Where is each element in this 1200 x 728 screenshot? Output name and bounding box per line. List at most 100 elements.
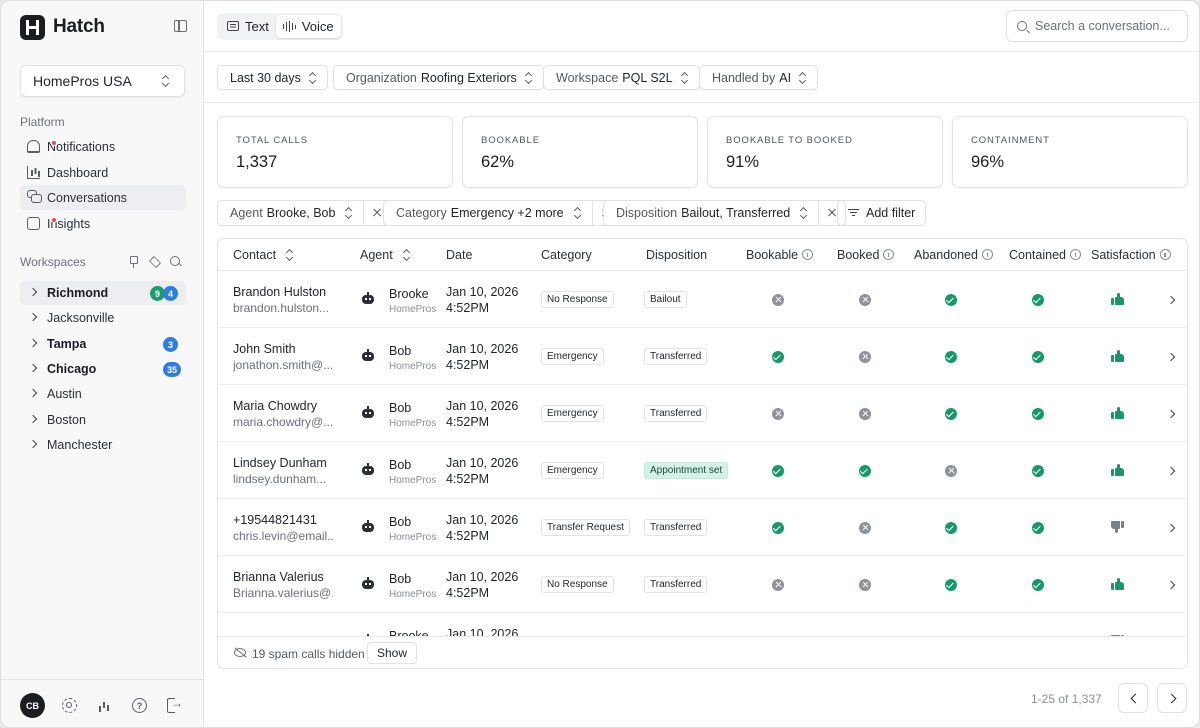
chevron-updown-icon	[681, 72, 689, 84]
table-row[interactable]: Brianna Valerius Brianna.valerius@... Bob H…	[218, 556, 1187, 613]
bookable-x-icon	[772, 579, 784, 591]
chevron-right-icon[interactable]	[1166, 466, 1176, 476]
date-range-select[interactable]: Last 30 days	[217, 65, 328, 90]
logo[interactable]: Hatch	[20, 14, 190, 40]
previous-page-button[interactable]	[1118, 683, 1148, 713]
abandoned-check-icon	[945, 522, 957, 534]
message-icon	[227, 21, 239, 31]
stat-containment: CONTAINMENT 96%	[952, 116, 1188, 188]
search-placeholder: Search a conversation...	[1035, 19, 1170, 33]
pin-icon[interactable]	[126, 255, 140, 269]
workspace-jacksonville[interactable]: Jacksonville	[20, 306, 186, 330]
nav-notifications[interactable]: Notifications	[20, 134, 186, 159]
help-icon[interactable]: ?	[132, 698, 147, 713]
ai-agent-bot-icon	[361, 634, 375, 636]
sidebar-toggle-icon[interactable]	[174, 20, 187, 32]
nav-insights[interactable]: Insights	[20, 211, 186, 236]
handled-by-select[interactable]: Handled by AI	[699, 65, 819, 90]
organization-select[interactable]: Organization Roofing Exteriors	[333, 65, 544, 90]
chevron-right-icon	[28, 287, 38, 297]
chevron-right-icon[interactable]	[1166, 295, 1176, 305]
call-time: 4:52PM	[446, 358, 490, 372]
filter-chip-agent-select[interactable]: Agent Brooke, Bob	[218, 201, 365, 225]
org-name: HomePros USA	[33, 73, 132, 89]
add-filter-button[interactable]: Add filter	[837, 200, 927, 226]
insights-icon	[27, 217, 40, 230]
chevron-right-icon[interactable]	[1166, 523, 1176, 533]
nav-label: Notifications	[47, 139, 116, 154]
logout-icon[interactable]	[167, 696, 183, 713]
workspace-select[interactable]: Workspace PQL S2L	[543, 65, 700, 90]
workspace-austin[interactable]: Austin	[20, 382, 186, 406]
contact-name: John Smith	[233, 342, 296, 356]
nav-conversations[interactable]: Conversations	[20, 185, 186, 210]
nav-label: Dashboard	[47, 165, 109, 180]
search-icon[interactable]	[169, 255, 183, 269]
abandoned-check-icon	[945, 579, 957, 591]
workspace-tampa[interactable]: Tampa 3	[20, 332, 186, 356]
workspace-label: Tampa	[47, 337, 87, 351]
workspace-label: Boston	[47, 413, 86, 427]
pagination-status: 1-25 of 1,337	[1031, 692, 1102, 706]
category-tag: No Response	[541, 576, 614, 593]
nav-dashboard[interactable]: Dashboard	[20, 160, 186, 185]
thumbs-up-icon	[1111, 578, 1124, 590]
text-mode-label: Text	[245, 19, 269, 34]
chevron-right-icon[interactable]	[1166, 352, 1176, 362]
info-icon[interactable]	[883, 249, 895, 260]
stat-label: CONTAINMENT	[971, 135, 1050, 146]
chip-value: Emergency +2 more	[450, 206, 564, 220]
filter-chip-category-select[interactable]: Category Emergency +2 more	[384, 201, 593, 225]
chip-label: Disposition	[616, 206, 678, 220]
agent-org: HomePros	[389, 361, 437, 372]
count-badge: 3	[163, 337, 178, 352]
chevron-right-icon[interactable]	[1166, 409, 1176, 419]
booked-x-icon	[859, 408, 871, 420]
table-row[interactable]: Lindsey Dunham lindsey.dunham... Bob HomePr…	[218, 442, 1187, 499]
agent-name: Bob	[389, 344, 412, 358]
table-row[interactable]: Maria Chowdry maria.chowdry@... Bob HomePro…	[218, 385, 1187, 442]
text-mode-button[interactable]: Text	[219, 15, 276, 38]
gear-icon[interactable]	[62, 698, 77, 713]
column-agent[interactable]: Agent	[360, 248, 411, 262]
chevron-right-icon[interactable]	[1166, 580, 1176, 590]
disposition-tag: Transferred	[644, 405, 708, 422]
info-icon[interactable]	[802, 249, 814, 260]
chevron-right-icon	[28, 439, 38, 449]
table-row[interactable]: John Smith jonathon.smith@... Bob HomePros J…	[218, 328, 1187, 385]
filter-chip-disposition-select[interactable]: Disposition Bailout, Transferred	[604, 201, 820, 225]
column-contact[interactable]: Contact	[233, 248, 294, 262]
workspace-manchester[interactable]: Manchester	[20, 433, 186, 457]
workspace-chicago[interactable]: Chicago 35	[20, 357, 186, 381]
layers-icon[interactable]	[147, 255, 161, 269]
avatar[interactable]: CB	[20, 693, 45, 718]
show-spam-button[interactable]: Show	[367, 642, 418, 664]
table-row[interactable]: Brandon Hulston brandon.hulston... Brooke H…	[218, 271, 1187, 328]
chip-value: Brooke, Bob	[266, 206, 336, 220]
voice-mode-button[interactable]: Voice	[275, 15, 341, 38]
disposition-tag: Transferred	[644, 576, 708, 593]
table-row[interactable]: Brooke Jan 10, 2026	[218, 613, 1187, 636]
contact-email: brandon.hulston...	[233, 301, 330, 315]
info-icon[interactable]	[1159, 249, 1171, 260]
platform-label: Platform	[20, 115, 65, 129]
agent-name: Bob	[389, 572, 412, 586]
workspace-boston[interactable]: Boston	[20, 408, 186, 432]
contact-email: maria.chowdry@...	[233, 415, 333, 429]
organization-label: Organization	[346, 70, 417, 85]
sort-icon	[403, 249, 411, 261]
next-page-button[interactable]	[1157, 683, 1187, 713]
workspace-richmond[interactable]: Richmond 9 4	[20, 281, 186, 305]
chevron-right-icon	[28, 312, 38, 322]
search-input[interactable]: Search a conversation...	[1006, 10, 1188, 42]
org-switcher[interactable]: HomePros USA	[20, 65, 185, 97]
nav-label: Conversations	[47, 190, 127, 205]
info-icon[interactable]	[981, 249, 993, 260]
info-icon[interactable]	[1070, 249, 1081, 260]
chip-value: Bailout, Transferred	[681, 206, 791, 220]
table-body: Brandon Hulston brandon.hulston... Brooke H…	[218, 271, 1187, 636]
table-row[interactable]: +19544821431 chris.levin@email... Bob HomeP…	[218, 499, 1187, 556]
workspaces-label: Workspaces	[20, 255, 86, 269]
analytics-icon[interactable]	[97, 698, 112, 713]
contact-email: Brianna.valerius@...	[233, 586, 333, 600]
